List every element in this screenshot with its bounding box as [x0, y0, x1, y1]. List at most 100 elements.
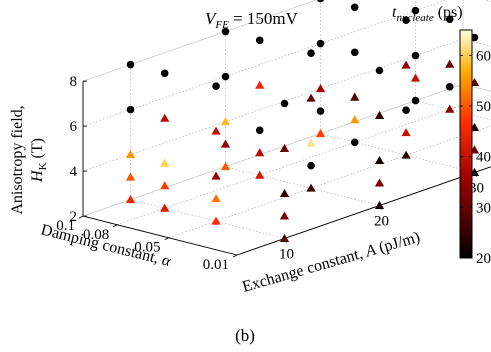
data-point-triangle — [220, 162, 231, 171]
y-tick-label: 0.08 — [83, 227, 109, 243]
grid-line — [82, 0, 448, 127]
y-tick-label: 0.05 — [134, 240, 160, 256]
data-point-circle — [316, 0, 325, 3]
data-point-triangle — [220, 117, 231, 126]
data-point-triangle — [350, 115, 360, 124]
x-tick-label: 10 — [279, 247, 294, 263]
data-point-triangle — [220, 139, 231, 148]
data-point-circle — [160, 69, 169, 78]
data-point-triangle — [374, 200, 385, 209]
data-point-circle — [212, 82, 220, 91]
svg-text:Anisotropy field,: Anisotropy field, — [9, 105, 26, 214]
data-point-triangle — [374, 155, 385, 164]
data-point-triangle — [306, 93, 316, 102]
chart-title: VFE = 150mV — [205, 9, 299, 31]
data-point-circle — [307, 161, 315, 170]
data-point-triangle — [279, 188, 290, 197]
data-point-circle — [350, 138, 359, 147]
data-point-triangle — [315, 84, 326, 93]
data-point-circle — [221, 27, 230, 36]
y-tick-mark — [232, 254, 238, 258]
data-point-circle — [307, 49, 315, 58]
data-point-triangle — [255, 80, 265, 89]
colorbar-tick-label: 40 — [476, 150, 491, 166]
y-axis-line — [82, 215, 238, 256]
data-point-triangle — [374, 178, 385, 187]
data-point-circle — [316, 107, 325, 115]
data-point-triangle — [125, 150, 136, 159]
data-point-circle — [411, 6, 420, 15]
z-tick-label: 4 — [70, 164, 78, 180]
data-point-triangle — [125, 172, 136, 181]
y-tick-mark — [164, 237, 169, 241]
z-tick-label: 2 — [70, 209, 78, 225]
data-point-circle — [470, 33, 479, 42]
data-point-circle — [280, 99, 289, 108]
data-point-triangle — [374, 110, 385, 119]
data-point-triangle — [445, 104, 455, 113]
z-axis-label: Anisotropy field, HK (T) — [9, 105, 49, 214]
colorbar-tick-label: 30 — [476, 200, 491, 216]
data-points — [125, 0, 480, 242]
data-point-circle — [255, 126, 264, 135]
data-point-circle — [375, 66, 384, 75]
grid-line — [320, 133, 475, 173]
data-point-circle — [402, 106, 410, 115]
grid-line — [225, 166, 380, 206]
x-axis-label: Exchange constant, A (pJ/m) — [240, 229, 422, 296]
data-point-circle — [221, 72, 230, 81]
box-edge — [82, 83, 464, 217]
data-point-triangle — [306, 138, 316, 147]
data-point-triangle — [306, 183, 316, 192]
x-tick-label: 30 — [469, 181, 484, 197]
data-point-triangle — [315, 129, 326, 138]
colorbar-gradient — [459, 29, 473, 259]
x-tick-label: 20 — [374, 214, 389, 230]
data-point-circle — [126, 105, 135, 114]
box-edge — [462, 83, 491, 92]
z-tick-label: 6 — [70, 119, 78, 135]
colorbar-tick-label: 20 — [476, 251, 491, 267]
data-point-triangle — [211, 171, 221, 180]
data-point-circle — [126, 60, 135, 69]
grid-line — [168, 125, 491, 239]
data-point-triangle — [211, 194, 221, 203]
data-point-triangle — [160, 181, 170, 190]
grid-line — [117, 94, 491, 226]
y-tick-mark — [78, 215, 84, 219]
data-point-circle — [255, 36, 264, 45]
colorbar-tick-label: 60 — [476, 48, 491, 64]
data-point-triangle — [160, 203, 170, 212]
y-tick-label: 0.01 — [203, 257, 229, 273]
grid-line — [82, 38, 464, 172]
x-axis-line — [236, 166, 491, 256]
data-point-circle — [316, 39, 325, 48]
data-point-circle — [445, 82, 454, 91]
data-point-triangle — [401, 128, 411, 137]
colorbar-tick-label: 50 — [476, 99, 491, 115]
data-point-circle — [411, 96, 420, 105]
y-tick-mark — [113, 224, 118, 228]
data-point-triangle — [401, 150, 411, 159]
data-point-circle — [402, 16, 410, 25]
data-point-triangle — [125, 195, 136, 204]
data-point-triangle — [279, 143, 290, 152]
grid-line — [236, 166, 491, 256]
z-tick-label: 8 — [70, 74, 78, 90]
data-point-circle — [350, 48, 359, 57]
data-point-triangle — [401, 60, 411, 69]
data-point-triangle — [160, 113, 170, 122]
svg-text:HK (T): HK (T) — [29, 138, 49, 183]
data-point-triangle — [211, 126, 221, 135]
data-point-circle — [350, 3, 359, 12]
data-point-triangle — [160, 158, 170, 167]
data-point-circle — [445, 15, 454, 24]
box-edge — [82, 0, 318, 82]
figure-caption: (b) — [235, 326, 255, 345]
data-point-circle — [411, 51, 420, 60]
data-point-triangle — [255, 170, 265, 179]
data-point-triangle — [279, 211, 290, 220]
colorbar-ticks: 20 30 40 50 60 — [460, 48, 491, 267]
